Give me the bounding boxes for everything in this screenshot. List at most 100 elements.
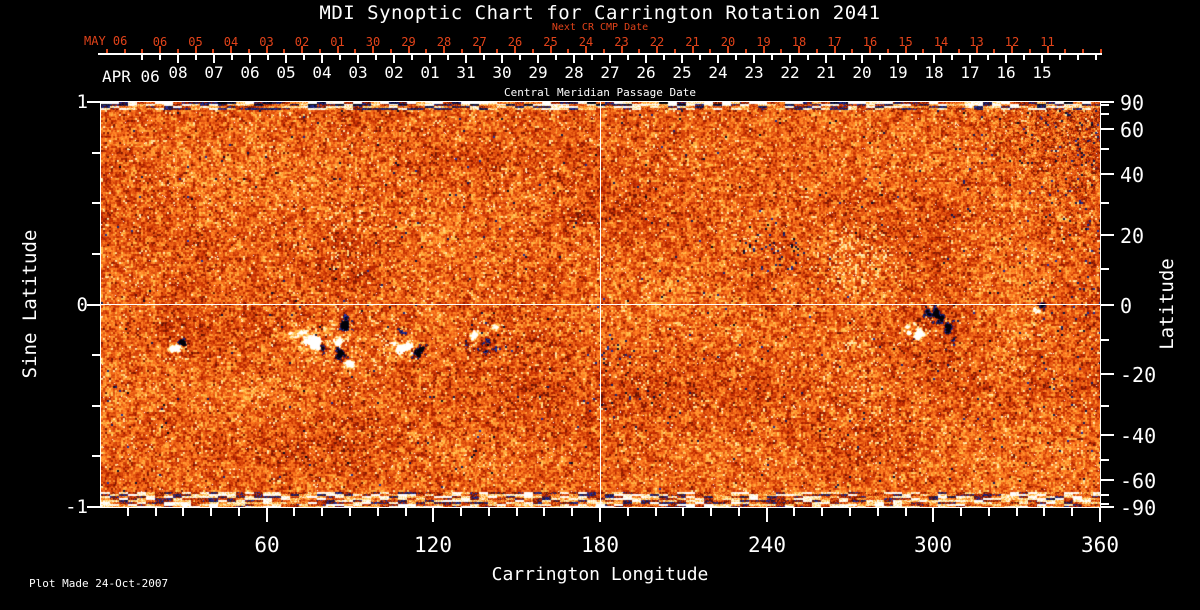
next-cr-cmp-date-label: Next CR CMP Date [551, 22, 649, 33]
cmp-day-label: 02 [384, 63, 404, 82]
cmp-day-label: 29 [528, 63, 548, 82]
next-cr-day-label: 12 [1004, 35, 1020, 49]
next-cr-tick [815, 49, 818, 53]
next-cr-tick [709, 49, 712, 53]
cmp-tick [861, 55, 863, 63]
cmp-tick [267, 55, 269, 60]
cmp-tick [771, 55, 773, 60]
longitude-tick-label: 180 [581, 533, 619, 557]
cmp-day-label: 08 [168, 63, 188, 82]
bottom-tick [321, 508, 323, 516]
cmp-day-label: 24 [708, 63, 728, 82]
cmp-day-label: 18 [924, 63, 944, 82]
next-cr-day-label: 15 [898, 35, 913, 49]
cmp-day-label: 15 [1032, 63, 1052, 82]
cmp-tick [789, 55, 791, 63]
next-cr-tick [780, 49, 783, 53]
next-cr-tick [354, 49, 357, 53]
bottom-tick [821, 508, 823, 516]
bottom-tick [127, 508, 129, 516]
cmp-tick [555, 55, 557, 60]
left-tick [87, 101, 100, 103]
right-tick [1101, 373, 1114, 375]
latitude-tick-label: 90 [1120, 91, 1145, 115]
cmp-tick [915, 55, 917, 60]
next-cr-tick [585, 46, 587, 53]
left-tick [92, 152, 100, 154]
right-tick [1101, 173, 1114, 175]
carrington-longitude-axis-title: Carrington Longitude [491, 564, 709, 585]
cmp-tick [627, 55, 629, 60]
next-cr-day-label: 28 [436, 35, 452, 49]
cmp-axis-title: Central Meridian Passage Date [503, 86, 697, 99]
next-cr-day-label: 22 [649, 35, 665, 49]
bottom-tick [349, 508, 351, 516]
next-cr-tick [1064, 49, 1067, 53]
longitude-tick-label: 300 [914, 533, 952, 557]
cmp-tick [1059, 55, 1061, 60]
next-cr-tick [318, 49, 321, 53]
next-cr-day-label: 06 [152, 35, 168, 49]
latitude-tick-label: 40 [1120, 163, 1145, 187]
bottom-tick [488, 508, 490, 516]
cmp-day-label: 16 [996, 63, 1016, 82]
cmp-tick [1041, 55, 1043, 63]
bottom-tick [405, 508, 407, 516]
right-tick [1101, 405, 1109, 407]
longitude-tick-label: 360 [1081, 533, 1119, 557]
cmp-day-label: 03 [348, 63, 368, 82]
next-cr-day-label: 16 [862, 35, 878, 49]
latitude-tick-label: 0 [1120, 294, 1133, 318]
next-cr-day-label: 23 [614, 35, 629, 49]
cmp-axis-line [98, 53, 1102, 55]
next-cr-day-label: 17 [827, 35, 842, 49]
left-tick [92, 253, 100, 255]
cmp-tick [393, 55, 395, 63]
page-title: MDI Synoptic Chart for Carrington Rotati… [319, 2, 881, 24]
bottom-tick [960, 508, 962, 516]
bottom-tick [516, 508, 518, 516]
cmp-tick [249, 55, 251, 63]
bottom-tick [710, 508, 712, 516]
longitude-tick-label: 240 [748, 533, 786, 557]
bottom-tick [293, 508, 295, 516]
cmp-day-label: 21 [816, 63, 836, 82]
right-tick [1101, 503, 1109, 505]
cmp-tick [609, 55, 611, 63]
next-cr-day-label: 04 [223, 35, 239, 49]
bottom-tick [932, 508, 934, 522]
next-cr-tick [265, 46, 268, 53]
next-cr-tick [407, 46, 410, 53]
next-cr-tick [301, 46, 303, 53]
bottom-tick [1099, 508, 1101, 522]
cmp-tick [1023, 55, 1025, 60]
cmp-tick [1005, 55, 1007, 63]
next-cr-tick [567, 49, 570, 53]
cmp-tick [879, 55, 881, 60]
cmp-tick [645, 55, 647, 63]
next-cr-tick [176, 49, 179, 53]
cmp-day-label: 06 [240, 63, 260, 82]
cmp-tick [969, 55, 971, 63]
next-cr-tick [993, 49, 996, 53]
next-cr-tick [336, 46, 339, 53]
next-cr-tick [460, 49, 463, 53]
next-cr-tick [638, 49, 641, 53]
next-cr-tick [620, 46, 623, 53]
cmp-tick [717, 55, 719, 63]
cmp-tick [195, 55, 197, 60]
right-tick [1101, 148, 1109, 150]
next-cr-tick [869, 46, 871, 53]
left-tick [92, 354, 100, 356]
cmp-tick [537, 55, 539, 63]
bottom-tick [1016, 508, 1018, 516]
next-cr-tick [372, 46, 374, 53]
bottom-tick [1071, 508, 1073, 516]
next-cr-tick [1028, 49, 1031, 53]
bottom-tick [905, 508, 907, 516]
bottom-tick [877, 508, 879, 516]
next-cr-day-label: 03 [259, 35, 274, 49]
right-tick [1101, 304, 1114, 306]
cmp-tick [1077, 55, 1079, 60]
next-cr-tick [514, 46, 516, 53]
